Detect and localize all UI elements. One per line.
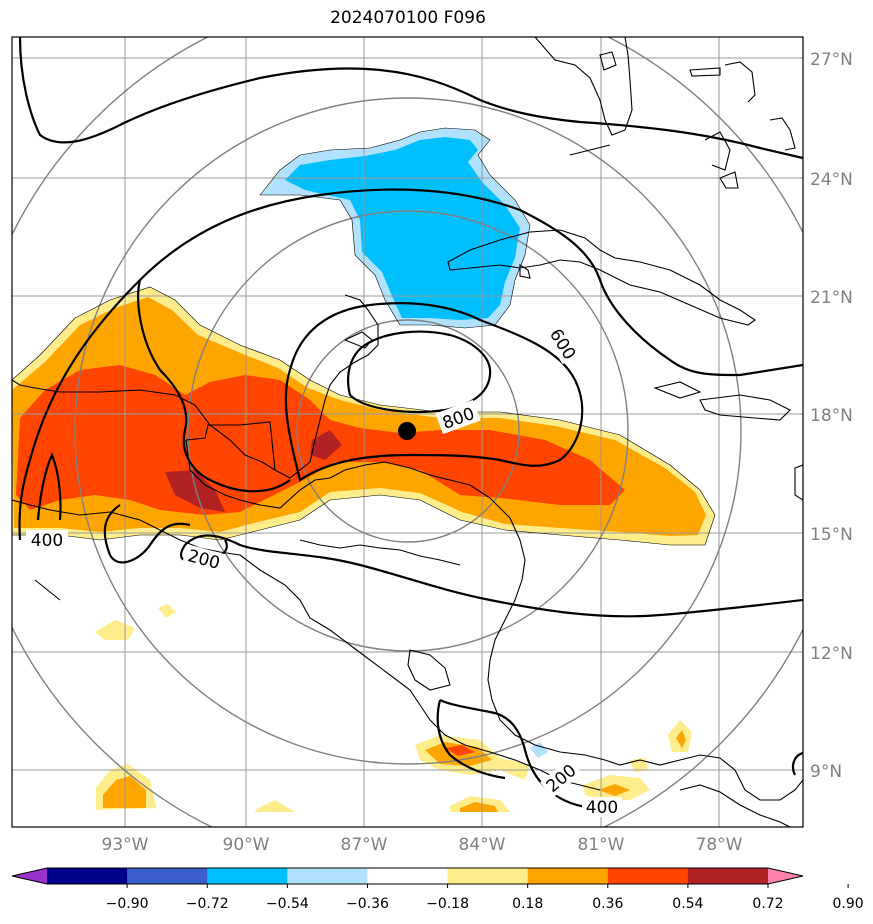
contour-label-400-south: 400 [586,798,618,818]
map-area [12,37,803,827]
contour-label-200-west: 200 [185,546,222,574]
fill-outlines [12,127,716,546]
lat-label-24n: 24°N [810,170,853,190]
lon-label-81w: 81°W [578,835,625,855]
lon-label-90w: 90°W [223,835,270,855]
lat-label-12n: 12°N [810,644,853,664]
coastlines [12,37,803,827]
colorbar-segments [12,868,803,884]
colorbar-tick-label: −0.18 [426,896,469,912]
contour-label-400-west: 400 [31,531,63,551]
colorbar-segment [47,868,128,884]
colorbar-segment [687,868,769,884]
colorbar-segment [207,868,288,884]
lon-label-84w: 84°W [459,835,506,855]
range-rings [12,37,803,827]
colorbar-segment [367,868,449,884]
lon-label-78w: 78°W [696,835,743,855]
lat-label-9n: 9°N [810,762,842,782]
colorbar-tick-label: 0.72 [752,896,783,912]
lon-label-93w: 93°W [102,835,149,855]
colorbar-segment [127,868,208,884]
colorbar-segment [287,868,368,884]
colorbar-tick-label: 0.36 [592,896,623,912]
latitude-labels: 27°N 24°N 21°N 18°N 15°N 12°N 9°N [810,50,853,782]
lat-label-15n: 15°N [810,525,853,545]
colorbar-ticks: −0.90 −0.72 −0.54 −0.36 −0.18 0.18 0.36 0.54 0.7… [106,884,864,912]
height-contours [18,37,803,810]
colorbar-tick-label: 0.18 [512,896,543,912]
lat-label-21n: 21°N [810,288,853,308]
lon-label-87w: 87°W [341,835,388,855]
map-title: 2024070100 F096 [330,8,486,28]
colorbar-extend-low [12,868,47,884]
colorbar-tick-label: −0.72 [186,896,229,912]
storm-center-marker [398,422,416,440]
lat-label-18n: 18°N [810,406,853,426]
longitude-labels: 93°W 90°W 87°W 84°W 81°W 78°W [102,835,743,855]
colorbar-segment [527,868,609,884]
colorbar-tick-label: −0.54 [266,896,309,912]
colorbar-tick-label: 0.54 [672,896,703,912]
lat-label-27n: 27°N [810,50,853,70]
colorbar: −0.90 −0.72 −0.54 −0.36 −0.18 0.18 0.36 0.54 0.7… [11,867,864,912]
map-frame [11,36,804,828]
graticule [12,37,803,827]
colorbar-tick-label: 0.90 [833,896,864,912]
colorbar-tick-label: −0.90 [106,896,149,912]
colorbar-segment [447,868,529,884]
contour-label-600: 600 [545,325,579,363]
colorbar-extend-high [768,868,803,884]
colorbar-tick-label: −0.36 [346,896,389,912]
colorbar-segment [607,868,689,884]
colorbar-outline [11,867,804,885]
